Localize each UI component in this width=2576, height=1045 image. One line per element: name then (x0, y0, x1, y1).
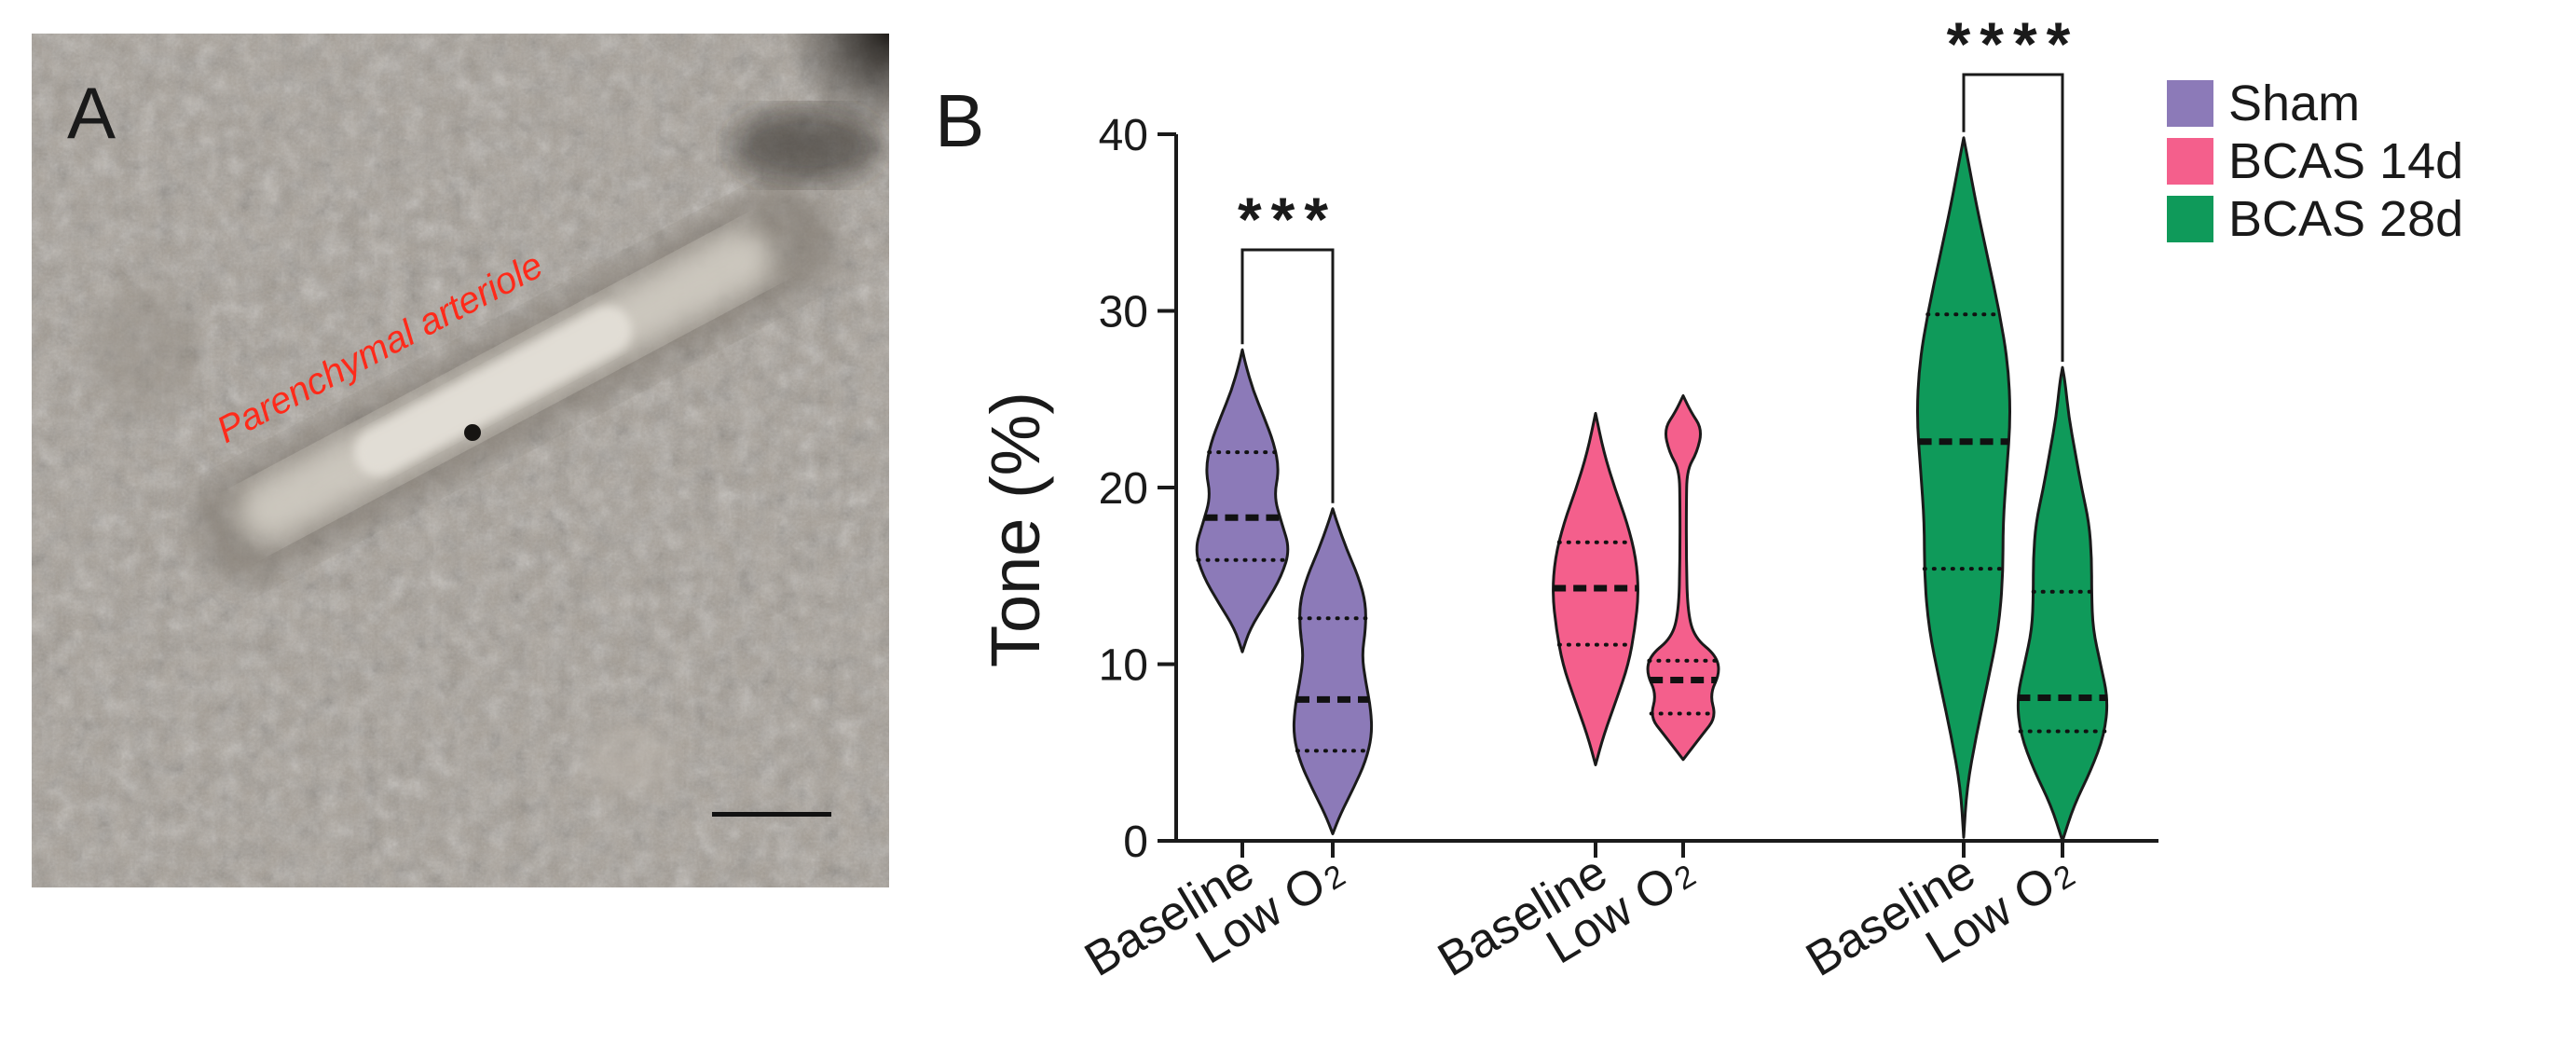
legend-label: BCAS 14d (2228, 133, 2463, 189)
panel-b-label: B (935, 79, 984, 162)
legend-swatch (2167, 80, 2213, 127)
y-tick-label: 10 (1099, 641, 1148, 691)
legend-swatch (2167, 138, 2213, 185)
y-axis: 0 10 20 30 40 (1099, 111, 2158, 867)
y-tick-label: 40 (1099, 111, 1148, 160)
panel-a-label: A (67, 72, 116, 154)
y-tick-label: 30 (1099, 288, 1148, 337)
violin-body (2016, 365, 2109, 843)
y-tick-label: 0 (1123, 818, 1148, 867)
violins (1195, 136, 2109, 843)
y-tick-label: 20 (1099, 464, 1148, 514)
violin-body (1646, 393, 1720, 762)
violin-body (1195, 348, 1290, 653)
significance-stars: **** (1947, 9, 2080, 78)
legend-label: Sham (2228, 76, 2360, 131)
cell-nucleus-dot (464, 424, 481, 441)
legend-swatch (2167, 196, 2213, 242)
legend-label: BCAS 28d (2228, 191, 2463, 247)
violin-body (1915, 136, 2012, 839)
significance-bracket (1962, 73, 2064, 363)
micrograph-panel: A Parenchymal arteriole (32, 34, 889, 887)
violin-body (1292, 507, 1374, 835)
significance-bracket (1240, 248, 1335, 503)
significance-stars: *** (1238, 185, 1337, 254)
significance-brackets: ******* (1238, 9, 2080, 503)
scale-bar (712, 812, 831, 817)
y-axis-label: Tone (%) (977, 392, 1054, 667)
